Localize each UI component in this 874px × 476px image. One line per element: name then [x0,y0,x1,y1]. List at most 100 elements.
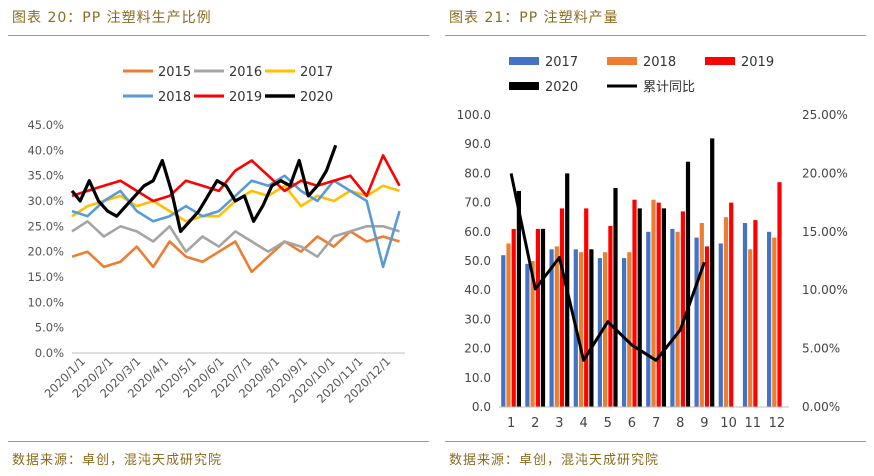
x-tick-label: 8 [676,416,684,431]
bar-2019 [608,226,613,407]
bar-2020 [637,208,642,407]
bar-2017 [622,258,627,407]
y-tick-label: 10.0 [464,371,491,385]
legend-label-2020: 2020 [545,80,578,95]
y-tick-label: 80.0 [464,166,491,180]
chart-title: 图表 21：PP 注塑料产量 [449,10,619,26]
right-panel: 图表 21：PP 注塑料产量 2017 2018 2019 2020 累计同比 0.0 10… [437,0,874,476]
bar-2020 [540,228,546,407]
bar-2019 [777,182,782,407]
bar-2019 [704,246,710,407]
bar-2018 [699,223,704,407]
bar-2017 [525,263,530,407]
bar-2017 [549,249,554,407]
data-source: 数据来源：卓创，混沌天成研究院 [449,453,660,468]
x-tick-label: 5 [604,416,612,431]
y2-tick-label: 15.00% [802,225,848,239]
y2-tick-label: 20.00% [802,166,848,180]
y2-tick-label: 0.00% [802,400,840,414]
source-divider [445,441,866,442]
x-tick-label: 11 [744,416,761,431]
bar-2020 [710,138,715,407]
bar-2018 [772,237,777,407]
legend-label-2018: 2018 [643,55,676,70]
y-tick-label: 40.0% [27,143,64,157]
x-tick-label: 3 [555,416,563,431]
bar-2020 [661,208,666,407]
bar-2018 [651,199,656,407]
y2-tick-label: 25.00% [802,108,848,122]
legend-swatch-2020 [509,82,539,90]
yoy-line [509,173,706,362]
bar-2017 [742,223,748,407]
bar-2019 [511,228,516,407]
title-divider [8,35,429,36]
bar-2018 [578,252,584,407]
bar-2020 [589,249,594,407]
share-line-chart: 2015 2016 2017 2018 2019 2020 0.0% 5.0% 10.0% 15.… [27,65,405,406]
y-tick-label: 60.0 [464,225,491,239]
legend-label-yoy: 累计同比 [643,80,695,95]
bar-2017 [694,237,699,407]
legend-label-2019: 2019 [229,90,262,105]
bar-2018 [506,243,511,407]
x-tick-label: 9 [700,416,708,431]
series-line-2018 [71,174,401,269]
x-tick-label: 1 [507,416,515,431]
bar-2020 [516,190,521,407]
y-tick-label: 70.0 [464,196,491,210]
y-tick-label: 0.0 [472,400,491,414]
y-tick-label: 30.0% [27,194,64,208]
bar-2017 [718,243,723,407]
bar-2017 [767,231,772,407]
chart-title: 图表 20：PP 注塑料生产比例 [12,10,212,26]
y-tick-label: 35.0% [27,169,64,183]
y2-tick-label: 10.00% [802,283,848,297]
legend-label-2019: 2019 [741,55,774,70]
x-tick-label: 6 [628,416,636,431]
y-tick-label: 45.0% [27,118,64,132]
legend-swatch-2018 [607,57,637,65]
y-tick-label: 15.0% [27,270,64,284]
bar-2019 [632,199,637,407]
x-tick-label: 10 [720,416,737,431]
legend-swatch-2019 [705,57,735,65]
data-source: 数据来源：卓创，混沌天成研究院 [12,453,223,468]
bar-2020 [685,161,691,407]
bar-2018 [627,252,632,407]
bar-2018 [530,261,535,407]
x-tick-label: 12 [769,416,786,431]
series-line-2020 [70,144,338,233]
y-tick-label: 0.0% [35,346,64,360]
legend-label-2017: 2017 [545,55,578,70]
y-tick-label: 5.0% [35,321,64,335]
y-tick-label: 30.0 [464,312,491,326]
bar-2017 [646,231,651,407]
bar-2017 [501,255,506,407]
legend-label-2017: 2017 [300,65,333,80]
title-divider [445,35,866,36]
series-line-2015 [71,230,400,274]
bar-2018 [675,231,680,407]
bar-2019 [729,202,734,407]
x-tick-label: 7 [652,416,660,431]
bar-2018 [603,252,608,407]
bar-2019 [753,220,758,407]
bar-2019 [656,202,661,407]
y2-tick-label: 5.00% [802,342,840,356]
bar-2018 [554,246,559,407]
legend-label-2018: 2018 [158,90,191,105]
bar-2019 [584,208,589,407]
legend-swatch-2017 [509,57,539,65]
bar-2018 [723,217,729,407]
legend-label-2015: 2015 [158,65,191,80]
source-divider [8,441,429,442]
x-tick-label: 2 [531,416,539,431]
legend-label-2020: 2020 [300,90,333,105]
y-tick-label: 25.0% [27,219,64,233]
y-tick-label: 20.0 [464,342,491,356]
y-tick-label: 10.0% [27,295,64,309]
series-line-2016 [71,220,400,258]
legend-label-2016: 2016 [229,65,262,80]
x-tick-label: 4 [579,416,587,431]
